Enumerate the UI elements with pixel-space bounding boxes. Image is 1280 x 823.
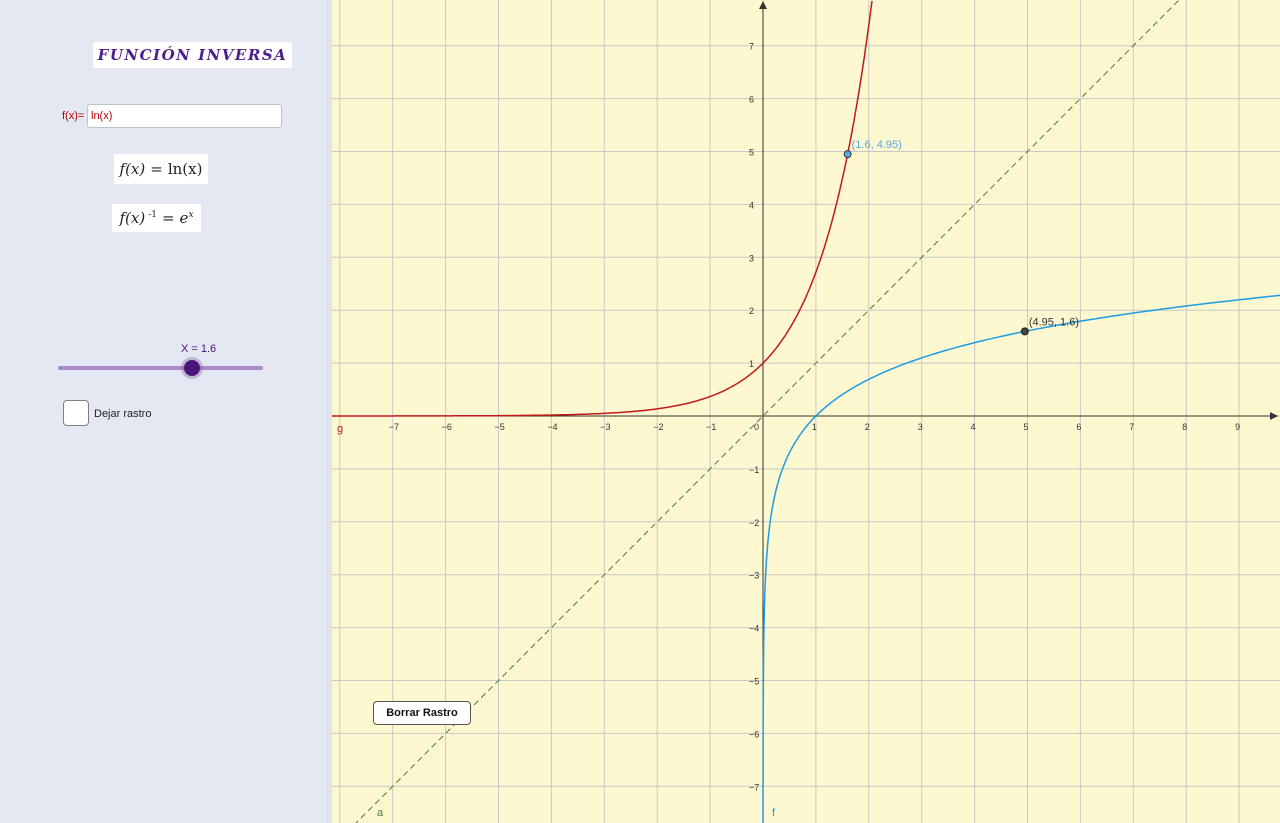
x-tick-label: −3 <box>600 422 610 432</box>
x-tick-label: −7 <box>389 422 399 432</box>
curve-label-a: a <box>377 807 384 819</box>
y-tick-label: 4 <box>749 200 754 210</box>
x-tick-label: 1 <box>812 422 817 432</box>
function-curve-f[interactable] <box>762 293 1280 823</box>
x-tick-label: 5 <box>1024 422 1029 432</box>
panel-divider[interactable] <box>326 0 332 823</box>
x-tick-label: −5 <box>495 422 505 432</box>
grid-lines <box>332 0 1280 823</box>
y-tick-label: −6 <box>749 729 759 739</box>
graph-canvas[interactable]: −7 −6 −5 −4 −3 −2 −1 0 1 2 3 4 5 6 7 8 9 7 6 5 4 3 2 1 −1 −2 −3 −4 −… <box>332 0 1280 823</box>
curve-label-g: g <box>337 423 343 435</box>
panel-title: FUNCIÓN INVERSA <box>93 42 292 68</box>
inverse-formula-equals: = <box>161 209 175 227</box>
inverse-curve-g[interactable] <box>332 0 873 417</box>
y-tick-label: 3 <box>749 253 754 263</box>
x-tick-label: −6 <box>442 422 452 432</box>
trace-checkbox[interactable] <box>63 400 89 426</box>
inverse-formula-power: x <box>188 210 194 220</box>
y-tick-label: −5 <box>749 677 759 687</box>
y-tick-label: −2 <box>749 518 759 528</box>
x-axis-arrow <box>1270 412 1278 420</box>
point-on-function[interactable] <box>1020 327 1029 336</box>
x-tick-label: 6 <box>1076 422 1081 432</box>
y-tick-label: 2 <box>749 306 754 316</box>
formula-rhs: ln(x) <box>167 160 203 178</box>
point-on-function-label: (4.95, 1.6) <box>1029 316 1079 328</box>
x-tick-label: 9 <box>1235 422 1240 432</box>
x-tick-label: 7 <box>1129 422 1134 432</box>
function-formula: f(x) = ln(x) <box>114 154 208 184</box>
y-axis-arrow <box>759 1 767 9</box>
inverse-formula-base: e <box>179 209 189 227</box>
algebra-panel: FUNCIÓN INVERSA f(x)= ln(x) f(x) = ln(x)… <box>0 0 326 823</box>
slider-label: X = 1.6 <box>181 343 217 355</box>
y-tick-label: 6 <box>749 95 754 105</box>
graphics-view[interactable]: −7 −6 −5 −4 −3 −2 −1 0 1 2 3 4 5 6 7 8 9 7 6 5 4 3 2 1 −1 −2 −3 −4 −… <box>332 0 1280 823</box>
axes <box>332 1 1278 823</box>
x-slider-track[interactable] <box>58 366 263 370</box>
x-slider-thumb[interactable] <box>184 360 200 376</box>
clear-trace-button[interactable]: Borrar Rastro <box>373 701 471 725</box>
formula-equals: = <box>150 160 163 178</box>
y-tick-label: −3 <box>749 571 759 581</box>
inverse-exponent: -1 <box>148 210 157 220</box>
trace-checkbox-label: Dejar rastro <box>94 408 152 420</box>
identity-line[interactable] <box>340 0 1271 823</box>
function-input[interactable]: ln(x) <box>87 104 282 128</box>
x-tick-label: 0 <box>754 422 759 432</box>
y-tick-label: 5 <box>749 148 754 158</box>
point-on-inverse[interactable] <box>843 150 852 159</box>
x-tick-label: 4 <box>971 422 976 432</box>
x-tick-label: −2 <box>653 422 663 432</box>
tick-labels: −7 −6 −5 −4 −3 −2 −1 0 1 2 3 4 5 6 7 8 9 7 6 5 4 3 2 1 −1 −2 −3 −4 −… <box>389 42 1240 793</box>
x-tick-label: 2 <box>865 422 870 432</box>
y-tick-label: 1 <box>749 359 754 369</box>
y-tick-label: −7 <box>749 782 759 792</box>
formula-lhs: f(x) <box>119 160 146 178</box>
function-input-label: f(x)= <box>62 110 85 122</box>
y-tick-label: −4 <box>749 624 759 634</box>
x-tick-label: −4 <box>547 422 557 432</box>
inverse-formula-lhs: f(x) <box>119 209 146 227</box>
x-tick-label: −1 <box>706 422 716 432</box>
curve-label-f: f <box>772 807 776 819</box>
x-tick-label: 3 <box>918 422 923 432</box>
y-tick-label: −1 <box>749 465 759 475</box>
y-tick-label: 7 <box>749 42 754 52</box>
inverse-formula: f(x) -1 = e x <box>112 204 201 232</box>
point-on-inverse-label: (1.6, 4.95) <box>852 139 902 151</box>
x-tick-label: 8 <box>1182 422 1187 432</box>
